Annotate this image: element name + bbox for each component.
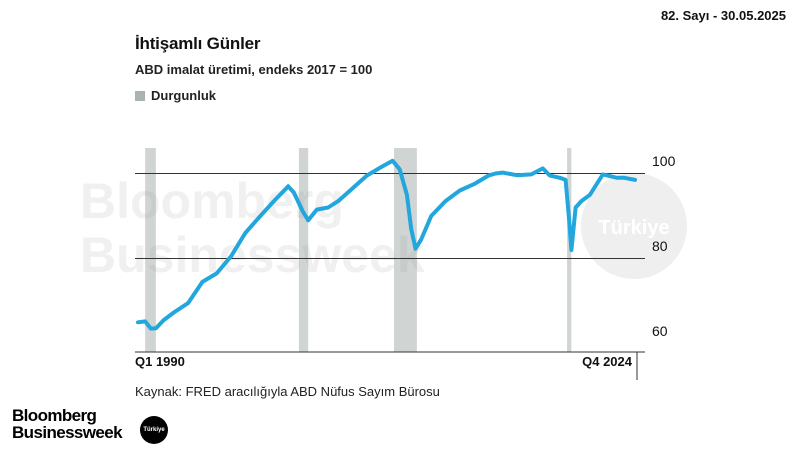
y-tick-label-100: 100 — [652, 153, 676, 169]
series-line-1 — [136, 158, 637, 331]
legend-label-recession: Durgunluk — [151, 88, 216, 103]
watermark: Bloomberg Businessweek — [80, 173, 425, 283]
y-tick-label-60: 60 — [652, 323, 668, 339]
x-axis: Q1 1990 Q4 2024 — [135, 351, 645, 380]
recession-band-4 — [567, 148, 572, 352]
y-axis-ticks: 100 80 60 — [652, 153, 676, 339]
watermark-badge-text: Türkiye — [598, 217, 669, 239]
chart-title: İhtişamlı Günler — [135, 34, 261, 53]
x-label-start: Q1 1990 — [135, 354, 185, 369]
recession-bands — [145, 148, 572, 352]
x-label-end: Q4 2024 — [582, 354, 633, 369]
brand-line1: Bloomberg — [12, 406, 97, 425]
brand-badge: Türkiye — [140, 416, 168, 444]
brand-logo: Bloomberg Businessweek — [12, 406, 123, 442]
legend-swatch-recession — [135, 90, 145, 101]
issue-date: 82. Sayı - 30.05.2025 — [660, 8, 786, 23]
series-layer — [136, 158, 637, 331]
brand-line2: Businessweek — [12, 423, 123, 442]
chart-subtitle: ABD imalat üretimi, endeks 2017 = 100 — [135, 62, 373, 77]
recession-band-3 — [394, 148, 417, 352]
watermark-badge: Türkiye — [581, 173, 687, 279]
recession-band-2 — [298, 148, 309, 352]
recession-band-1 — [145, 148, 156, 352]
legend: Durgunluk — [135, 88, 216, 103]
watermark-badge-circle — [581, 173, 687, 279]
y-tick-label-80: 80 — [652, 238, 668, 254]
gridlines — [135, 173, 645, 259]
watermark-line2: Businessweek — [80, 227, 425, 283]
watermark-line1: Bloomberg — [80, 173, 344, 229]
source-note: Kaynak: FRED aracılığıyla ABD Nüfus Sayı… — [135, 384, 440, 399]
